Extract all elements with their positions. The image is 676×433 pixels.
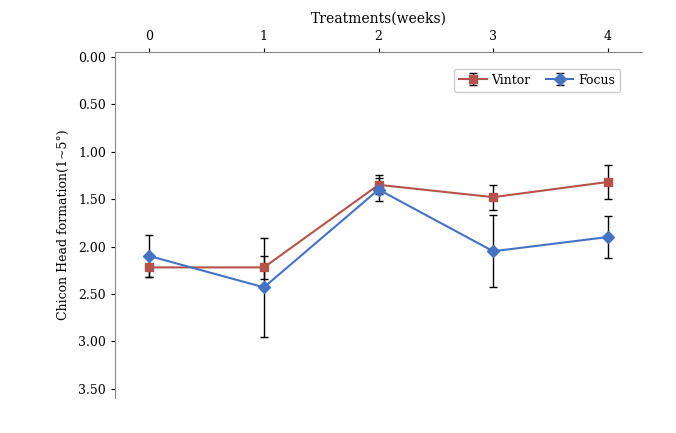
Y-axis label: Chicon Head formation(1~5°): Chicon Head formation(1~5°) [57, 130, 70, 320]
X-axis label: Treatments(weeks): Treatments(weeks) [310, 12, 447, 26]
Legend: Vintor, Focus: Vintor, Focus [454, 68, 620, 92]
